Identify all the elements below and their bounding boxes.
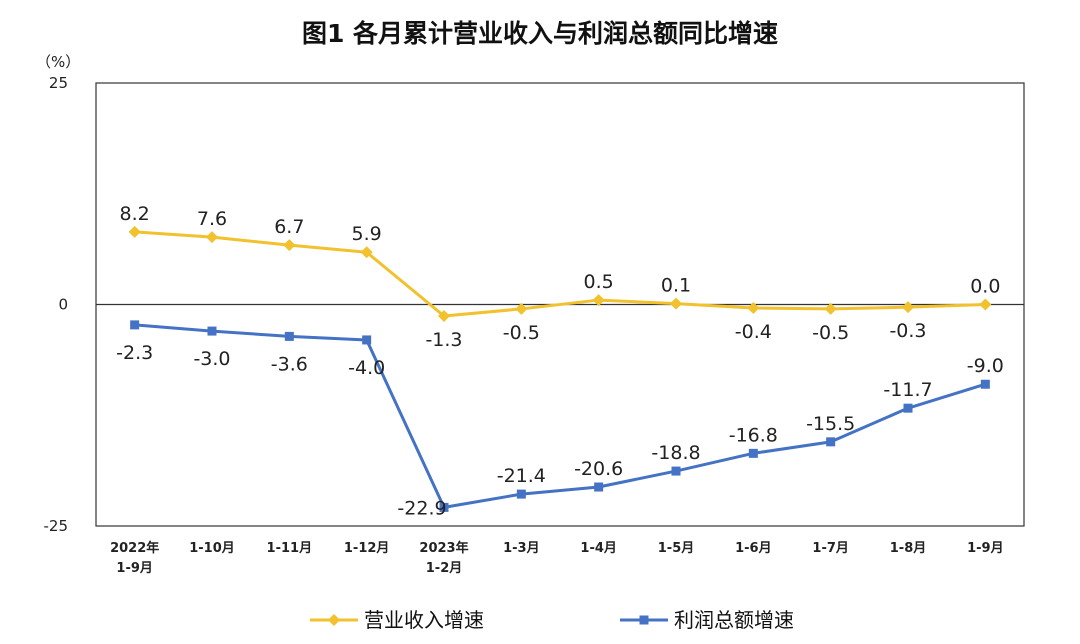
series-1: 8.2 7.6 6.7 5.9 -1.3 -0.5 0.5 0.1 -0.4 -0.5 -0.3 0.… [120, 203, 1001, 351]
data-label: 6.7 [274, 216, 304, 238]
data-point [824, 302, 837, 315]
data-label: 5.9 [352, 223, 382, 245]
legend-item: 营业收入增速 [310, 608, 484, 632]
data-label: -21.4 [497, 465, 546, 487]
data-point [516, 489, 526, 499]
x-tick-label: 1-5月 [658, 541, 695, 556]
legend-label: 营业收入增速 [364, 608, 484, 632]
data-label: -0.3 [889, 320, 926, 342]
data-label: 8.2 [120, 203, 150, 225]
data-label: 0.1 [661, 275, 691, 297]
y-tick-label: 0 [58, 296, 68, 314]
x-tick-label: 1-10月 [189, 541, 235, 556]
data-label: -1.3 [425, 329, 462, 351]
x-tick-label: 1-7月 [812, 541, 849, 556]
x-tick-label: 1-11月 [267, 541, 313, 556]
data-point [748, 448, 758, 458]
data-point [206, 231, 218, 244]
x-tick-label: 2023年 1-2月 [419, 540, 468, 576]
data-label: -20.6 [574, 458, 623, 480]
data-point [439, 502, 449, 512]
data-label: -11.7 [883, 379, 932, 401]
data-label: -3.6 [271, 353, 308, 375]
series-line [134, 230, 986, 318]
data-label: -0.4 [735, 321, 772, 343]
data-label: 0.0 [970, 276, 1000, 298]
x-tick-label: 1-12月 [344, 541, 390, 556]
data-label: -18.8 [651, 442, 700, 464]
legend-item: 利润总额增速 [620, 608, 794, 632]
data-label: -0.5 [812, 322, 849, 344]
data-label: -15.5 [806, 413, 855, 435]
y-tick-label: 25 [49, 74, 68, 92]
data-point [362, 335, 372, 345]
data-point [360, 246, 373, 259]
data-label: 0.5 [584, 271, 614, 293]
chart-title: 图1 各月累计营业收入与利润总额同比增速 [301, 19, 779, 48]
x-tick-label: 1-4月 [580, 541, 617, 556]
data-point [515, 302, 528, 315]
data-point [594, 482, 604, 492]
y-tick-label: -25 [44, 517, 69, 535]
legend-label: 利润总额增速 [674, 608, 794, 632]
data-label: -0.5 [503, 322, 540, 344]
data-point [207, 326, 217, 336]
data-label: -4.0 [348, 357, 385, 379]
series-2: -2.3 -3.0 -3.6 -4.0 -22.9 -21.4 -20.6 -18.8 -16.… [116, 320, 1004, 519]
y-unit-label: （%） [36, 53, 80, 71]
data-point [903, 403, 913, 413]
data-label: -22.9 [397, 497, 446, 519]
data-point [284, 331, 294, 341]
data-label: -9.0 [967, 355, 1004, 377]
x-tick-label: 1-3月 [503, 541, 540, 556]
data-point [283, 239, 296, 252]
data-point [128, 225, 141, 238]
data-label: -3.0 [193, 348, 230, 370]
data-point [826, 437, 836, 447]
series-line [134, 323, 986, 509]
data-label: 7.6 [197, 208, 227, 230]
data-point [670, 297, 682, 310]
data-label: -16.8 [729, 424, 778, 446]
data-point [438, 310, 450, 323]
x-tick-label: 1-8月 [890, 541, 927, 556]
data-point [902, 301, 914, 314]
x-tick-label: 2022年 1-9月 [110, 540, 159, 576]
data-point [979, 298, 992, 311]
x-tick-label: 1-9月 [967, 541, 1004, 556]
data-point [130, 320, 140, 330]
data-point [671, 466, 681, 476]
data-point [980, 379, 990, 389]
data-label: -2.3 [116, 342, 153, 364]
x-tick-label: 1-6月 [735, 541, 772, 556]
data-point [592, 294, 605, 307]
data-point [747, 302, 760, 315]
